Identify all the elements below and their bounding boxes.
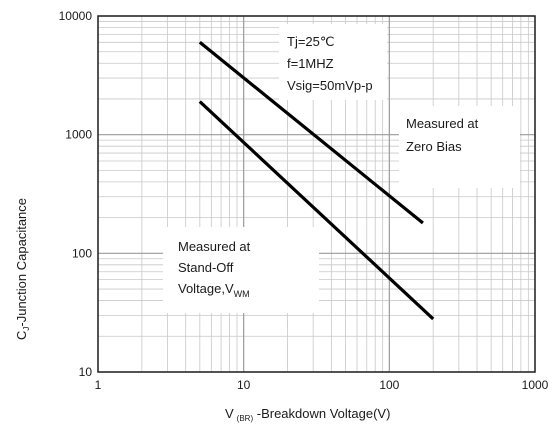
zero-bias-box (399, 106, 520, 188)
y-tick-label: 1000 (65, 128, 92, 142)
conditions-box (279, 24, 387, 100)
condition-signal: Vsig=50mVp-p (287, 78, 373, 93)
x-axis-title-rest: -Breakdown Voltage(V) (253, 406, 390, 421)
standoff-label-line1: Measured at (178, 239, 251, 254)
x-axis-title-subscript: (BR) (237, 414, 254, 423)
series-line-2 (198, 100, 435, 321)
y-tick-label: 10 (79, 365, 93, 379)
y-axis-title: CJ-Junction Capacitance (14, 198, 31, 340)
standoff-label-subscript: WM (234, 289, 250, 299)
x-tick-label: 100 (379, 378, 399, 392)
plot-frame (97, 15, 536, 373)
x-axis-title: V (BR) -Breakdown Voltage(V) (225, 406, 390, 423)
x-tick-label: 1000 (522, 378, 549, 392)
y-axis-title-rest: -Junction Capacitance (14, 198, 29, 327)
zero-bias-label-line2: Zero Bias (406, 139, 462, 154)
standoff-label-line3: Voltage,VWM (178, 281, 250, 299)
condition-frequency: f=1MHZ (287, 56, 334, 71)
y-tick-label: 100 (72, 246, 92, 260)
zero-bias-label-line1: Measured at (406, 116, 479, 131)
standoff-label-main: Voltage,V (178, 281, 234, 296)
x-axis-title-main: V (225, 406, 234, 421)
standoff-box (163, 227, 319, 313)
series-layer (198, 41, 435, 321)
x-tick-label: 10 (237, 378, 251, 392)
y-tick-label: 10000 (59, 9, 93, 23)
x-tick-label: 1 (95, 378, 102, 392)
y-axis-title-subscript: J (22, 327, 31, 331)
standoff-label-line2: Stand-Off (178, 260, 234, 275)
series-line-1 (198, 41, 424, 225)
y-axis-title-main: C (14, 331, 29, 340)
condition-temperature: Tj=25℃ (287, 34, 334, 49)
